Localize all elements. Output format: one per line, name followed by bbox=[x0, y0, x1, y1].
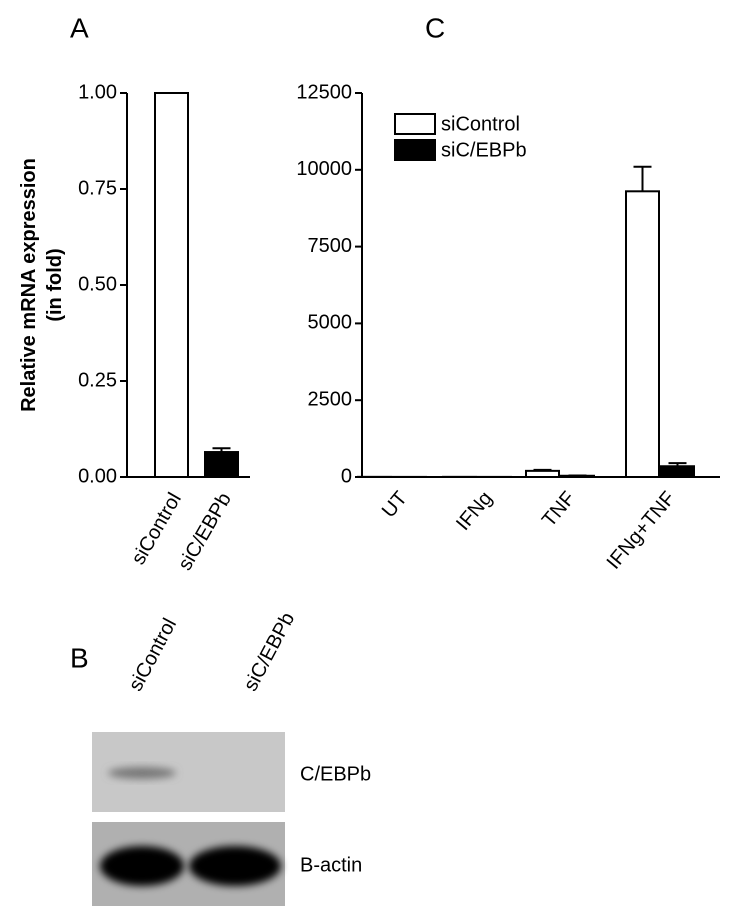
bar bbox=[525, 469, 560, 478]
blot-band bbox=[100, 846, 184, 886]
lane-label: siC/EBPb bbox=[240, 609, 300, 695]
y-tick-label: 0.00 bbox=[78, 465, 117, 487]
x-tick-label: TNF bbox=[538, 487, 580, 531]
legend-swatch bbox=[394, 113, 436, 135]
panel-label: A bbox=[70, 12, 89, 43]
legend-swatch bbox=[394, 139, 436, 161]
y-axis-label-line: Relative mRNA expression bbox=[18, 158, 40, 412]
x-tick-label: UT bbox=[378, 487, 412, 522]
bar bbox=[625, 190, 660, 479]
y-axis-label: Relative mRNA expression (in fold) bbox=[18, 158, 66, 412]
blot-band bbox=[108, 767, 176, 779]
bar bbox=[204, 451, 239, 479]
panel-label: C bbox=[425, 12, 445, 43]
panel-label: B bbox=[70, 642, 89, 673]
y-axis-label-line: (in fold) bbox=[44, 248, 66, 321]
y-tick-label: 0.25 bbox=[78, 369, 117, 391]
y-tick-label: 1.00 bbox=[78, 81, 117, 103]
y-tick-label: 12500 bbox=[296, 81, 352, 103]
y-tick-label: 0.75 bbox=[78, 177, 117, 199]
y-tick-label: 10000 bbox=[296, 158, 352, 180]
y-tick-label: 0 bbox=[341, 465, 352, 487]
band-label: C/EBPb bbox=[300, 763, 371, 785]
bar bbox=[154, 92, 189, 478]
lane-label: siControl bbox=[125, 615, 181, 695]
legend-label: siControl bbox=[441, 113, 520, 135]
y-tick-label: 0.50 bbox=[78, 273, 117, 295]
legend-label: siC/EBPb bbox=[441, 139, 527, 161]
y-tick-label: 7500 bbox=[308, 235, 353, 257]
band-label: B-actin bbox=[300, 854, 362, 876]
blot-band bbox=[189, 846, 281, 886]
y-tick-label: 2500 bbox=[308, 388, 353, 410]
bar bbox=[660, 465, 695, 478]
x-tick-label: IFNg bbox=[452, 487, 497, 534]
x-tick-label: IFNg+TNF bbox=[603, 487, 680, 573]
y-tick-label: 5000 bbox=[308, 312, 353, 334]
